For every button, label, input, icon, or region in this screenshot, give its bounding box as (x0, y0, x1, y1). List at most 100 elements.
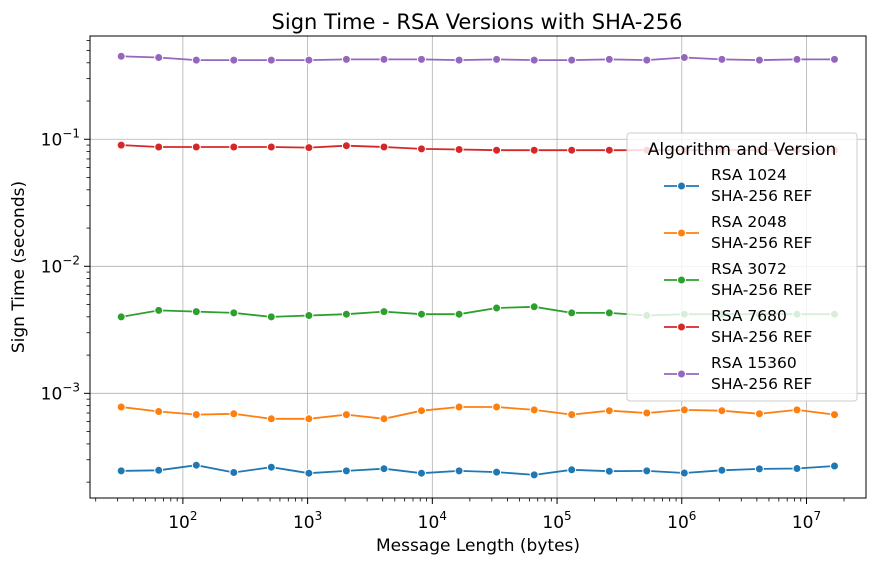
legend-marker (677, 322, 686, 332)
data-point (379, 414, 389, 424)
data-point (492, 145, 502, 155)
data-point (567, 55, 577, 65)
data-point (642, 408, 652, 418)
data-point (116, 466, 126, 476)
legend: Algorithm and Version RSA 1024 SHA-256 REF… (626, 132, 858, 402)
series-line (121, 406, 835, 420)
data-point (717, 54, 727, 64)
data-point (642, 55, 652, 65)
data-point (417, 468, 426, 478)
series-line (121, 55, 835, 62)
legend-marker (677, 275, 686, 285)
data-point (266, 142, 276, 152)
data-point (717, 465, 727, 475)
data-point (567, 410, 577, 420)
data-point (266, 462, 276, 472)
plot-frame (89, 35, 867, 499)
data-point (154, 53, 164, 62)
data-point (116, 51, 126, 61)
data-point (792, 405, 802, 415)
data-point (304, 55, 314, 65)
data-point (604, 406, 614, 416)
data-point (417, 144, 426, 154)
data-point (604, 308, 614, 318)
legend-label-line1: RSA 15360 (711, 354, 797, 372)
legend-label-line1: RSA 2048 (711, 213, 787, 231)
legend-title: Algorithm and Version (648, 140, 837, 160)
data-point (191, 460, 201, 470)
data-point (679, 53, 689, 62)
y-tick-label: 10−3 (41, 380, 80, 404)
data-point (417, 54, 426, 64)
data-point (717, 406, 727, 416)
data-point (679, 405, 689, 415)
data-point (567, 465, 577, 475)
legend-marker (677, 369, 686, 379)
data-point (341, 141, 351, 151)
data-point (154, 407, 164, 416)
data-point (154, 465, 164, 475)
data-point (304, 143, 314, 153)
data-point (679, 468, 689, 478)
legend-label-line2: SHA-256 REF (711, 187, 812, 205)
data-point (191, 410, 201, 420)
data-point (529, 405, 539, 415)
legend-label-line2: SHA-256 REF (711, 281, 812, 299)
legend-label-line1: RSA 7680 (711, 307, 787, 325)
y-axis-label: Sign Time (seconds) (9, 181, 29, 353)
minor-ticks (86, 40, 845, 502)
legend-entry: RSA 1024 SHA-256 REF (664, 166, 812, 205)
legend-marker (677, 228, 686, 238)
legend-label-line2: SHA-256 REF (711, 234, 812, 252)
data-point (492, 54, 502, 64)
data-point (830, 461, 839, 471)
data-point (266, 414, 276, 424)
data-point (529, 470, 539, 480)
data-point (567, 145, 577, 155)
chart-title: Sign Time - RSA Versions with SHA-256 (272, 10, 683, 34)
data-point (379, 54, 389, 64)
x-tick-label: 106 (667, 509, 696, 533)
x-tick-label: 105 (542, 509, 571, 533)
data-point (417, 309, 426, 319)
data-point (341, 410, 351, 420)
y-tick-label: 10−2 (41, 253, 80, 277)
data-point (229, 468, 239, 477)
data-point (454, 402, 464, 412)
legend-entry: RSA 15360 SHA-256 REF (664, 354, 812, 393)
data-point (154, 142, 164, 152)
data-point (379, 142, 389, 152)
series-0 (116, 460, 839, 480)
data-point (341, 466, 351, 476)
x-axis-label: Message Length (bytes) (376, 536, 580, 556)
data-point (229, 142, 239, 152)
data-point (454, 309, 464, 319)
data-point (116, 312, 126, 322)
data-point (116, 140, 126, 150)
data-point (642, 466, 652, 476)
data-point (529, 302, 539, 312)
data-point (604, 145, 614, 155)
data-point (379, 307, 389, 317)
data-point (229, 55, 239, 65)
data-point (830, 410, 839, 420)
x-tick-label: 102 (168, 509, 197, 533)
y-tick-label: 10−1 (41, 126, 80, 150)
data-point (754, 464, 764, 474)
data-point (604, 54, 614, 64)
legend-entry: RSA 7680 SHA-256 REF (664, 307, 812, 346)
legend-label-line1: RSA 1024 (711, 166, 787, 184)
series-line (121, 464, 835, 476)
legend-entry: RSA 3072 SHA-256 REF (664, 260, 812, 299)
data-point (341, 54, 351, 64)
legend-box (626, 132, 858, 402)
data-point (229, 308, 239, 318)
legend-entry: RSA 2048 SHA-256 REF (664, 213, 812, 252)
data-point (454, 145, 464, 154)
data-point (266, 55, 276, 65)
legend-label-line2: SHA-256 REF (711, 328, 812, 346)
data-point (304, 311, 314, 320)
x-tick-label: 103 (293, 509, 322, 533)
legend-label-line2: SHA-256 REF (711, 375, 812, 393)
x-tick-label: 107 (792, 509, 821, 533)
